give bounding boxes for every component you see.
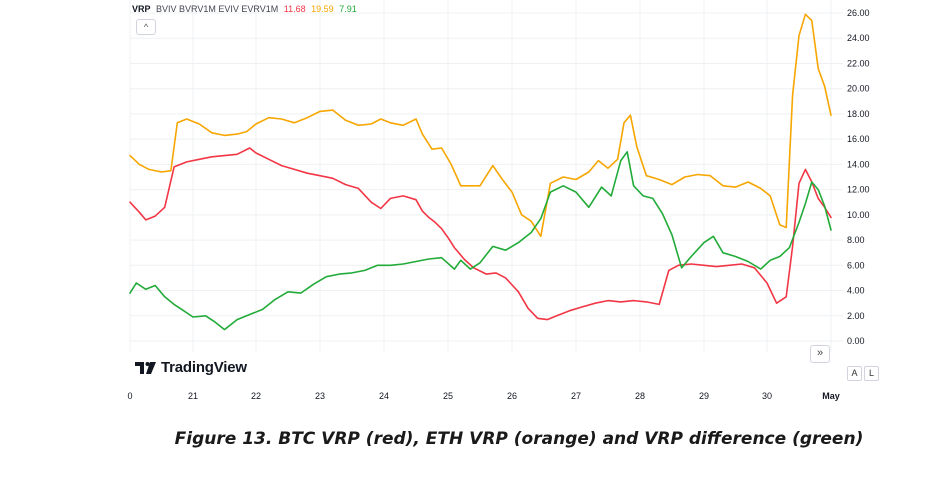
series-lines (129, 13, 832, 331)
legend-title: VRP (132, 4, 151, 14)
x-tick-label: 27 (571, 391, 581, 401)
vrp-difference-line (129, 151, 832, 331)
y-tick-label: 4.00 (847, 286, 865, 296)
x-tick-label: 0 (127, 391, 132, 401)
y-tick-label: 8.00 (847, 235, 865, 245)
eth-vrp-line (129, 13, 832, 238)
y-tick-label: 2.00 (847, 311, 865, 321)
x-tick-label: 25 (443, 391, 453, 401)
y-tick-label: 26.00 (847, 8, 870, 18)
tradingview-logo: TradingView (135, 359, 247, 376)
x-tick-label: 23 (315, 391, 325, 401)
x-tick-label: May (822, 391, 840, 401)
x-tick-label: 21 (188, 391, 198, 401)
x-tick-label: 22 (251, 391, 261, 401)
tradingview-wordmark: TradingView (161, 359, 247, 376)
y-tick-label: 24.00 (847, 33, 870, 43)
legend-symbols: BVIV BVRV1M EVIV EVRV1M (156, 4, 279, 14)
legend-value-diff: 7.91 (339, 4, 357, 14)
x-tick-label: 30 (762, 391, 772, 401)
x-tick-label: 28 (635, 391, 645, 401)
legend-value-eth: 19.59 (311, 4, 334, 14)
btc-vrp-line (129, 147, 832, 321)
chart-legend: VRP BVIV BVRV1M EVIV EVRV1M 11.68 19.59 … (132, 4, 360, 14)
y-tick-label: 10.00 (847, 210, 870, 220)
x-tick-label: 24 (379, 391, 389, 401)
x-tick-label: 29 (699, 391, 709, 401)
y-axis: 0.00 2.00 4.00 6.00 8.00 10.00 12.00 14.00 16.00… (847, 8, 870, 346)
y-tick-label: 18.00 (847, 109, 870, 119)
y-tick-label: 22.00 (847, 58, 870, 68)
y-tick-label: 14.00 (847, 159, 870, 169)
tradingview-mark-icon (135, 361, 156, 374)
y-tick-label: 6.00 (847, 260, 865, 270)
x-tick-label: 26 (507, 391, 517, 401)
y-tick-label: 16.00 (847, 134, 870, 144)
y-tick-label: 20.00 (847, 84, 870, 94)
auto-scale-button[interactable]: A (847, 366, 862, 381)
scroll-to-realtime-button[interactable]: » (810, 345, 830, 363)
legend-value-btc: 11.68 (283, 4, 306, 14)
figure-caption: Figure 13. BTC VRP (red), ETH VRP (orang… (174, 429, 864, 449)
log-scale-button[interactable]: L (864, 366, 879, 381)
x-axis: 0 21 22 23 24 25 26 27 28 29 30 May (127, 391, 839, 401)
y-tick-label: 0.00 (847, 336, 865, 346)
legend-collapse-button[interactable]: ^ (136, 19, 156, 35)
y-tick-label: 12.00 (847, 185, 870, 195)
